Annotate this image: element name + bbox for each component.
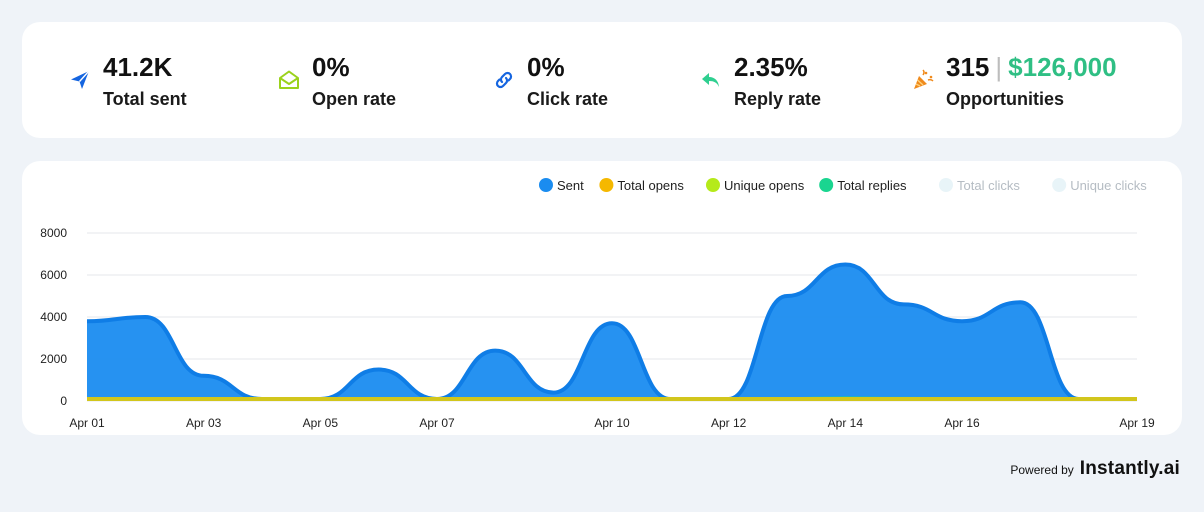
series-sent[interactable]: [86, 262, 1137, 402]
chart-series: [86, 262, 1137, 402]
brand-logo[interactable]: Instantly.ai: [1079, 458, 1180, 479]
stat-label: Open rate: [312, 89, 397, 109]
y-tick-label: 8000: [40, 226, 67, 240]
campaign-chart: Sent Total opens Unique opens Total replies…: [40, 178, 1155, 430]
x-tick-label: Apr 14: [828, 416, 864, 430]
legend-label: Total opens: [617, 178, 684, 193]
x-tick-label: Apr 19: [1119, 416, 1155, 430]
y-tick-label: 4000: [40, 310, 67, 324]
y-tick-label: 2000: [40, 352, 67, 366]
legend-swatch: [599, 178, 614, 192]
chart-card: Sent Total opens Unique opens Total replies…: [22, 161, 1182, 435]
legend-label: Total clicks: [957, 178, 1020, 193]
y-tick-label: 0: [60, 394, 67, 408]
y-tick-label: 6000: [40, 268, 67, 282]
legend-swatch: [1052, 178, 1067, 192]
x-tick-label: Apr 01: [69, 416, 105, 430]
legend-item[interactable]: Unique opens: [706, 178, 805, 193]
legend-item[interactable]: Unique clicks: [1052, 178, 1147, 193]
party-popper-icon: [911, 68, 935, 92]
stats-card: 41.2K Total sent 0% Open rate 0% Click r…: [22, 22, 1182, 138]
legend-item[interactable]: Total replies: [819, 178, 907, 193]
legend-label: Sent: [557, 178, 584, 193]
legend-swatch: [539, 178, 553, 192]
legend-item[interactable]: Total opens: [599, 178, 684, 193]
legend-swatch: [939, 178, 953, 192]
stat-value: 41.2K: [103, 52, 173, 82]
x-tick-label: Apr 12: [711, 416, 747, 430]
stat-value: 2.35%: [734, 52, 808, 82]
stat-value: 0%: [527, 52, 565, 82]
stat-value: 315 | $126,000: [946, 52, 1117, 82]
legend-label: Total replies: [837, 178, 907, 193]
x-tick-label: Apr 05: [303, 416, 339, 430]
value-separator: |: [995, 52, 1003, 82]
stat-label: Total sent: [103, 89, 187, 109]
powered-by-text: Powered by: [1010, 463, 1074, 477]
legend-item[interactable]: Sent: [539, 178, 584, 193]
legend-label: Unique opens: [724, 178, 805, 193]
stat-label: Reply rate: [734, 89, 822, 109]
legend-item[interactable]: Total clicks: [939, 178, 1020, 193]
link-icon: [492, 68, 516, 92]
chart-legend: Sent Total opens Unique opens Total replies…: [539, 178, 1147, 193]
series-area: [87, 264, 1137, 401]
reply-arrow-icon: [699, 68, 723, 92]
legend-swatch: [819, 178, 834, 192]
x-tick-label: Apr 10: [594, 416, 630, 430]
powered-by-footer[interactable]: Powered by Instantly.ai: [1010, 458, 1180, 480]
opportunities-count: 315: [946, 52, 990, 82]
stat-label: Click rate: [527, 89, 609, 109]
x-tick-label: Apr 03: [186, 416, 222, 430]
open-envelope-icon: [277, 68, 301, 92]
legend-label: Unique clicks: [1070, 178, 1147, 193]
stat-label: Opportunities: [946, 89, 1064, 109]
series-total-opens[interactable]: [86, 397, 1137, 401]
x-axis: Apr 01 Apr 03 Apr 05 Apr 07 Apr 10 Apr 12 Apr …: [69, 416, 1155, 430]
paper-plane-icon: [68, 68, 92, 92]
x-tick-label: Apr 16: [944, 416, 980, 430]
x-tick-label: Apr 07: [419, 416, 455, 430]
opportunities-value: $126,000: [1008, 52, 1117, 82]
legend-swatch: [706, 178, 720, 192]
stat-value: 0%: [312, 52, 350, 82]
